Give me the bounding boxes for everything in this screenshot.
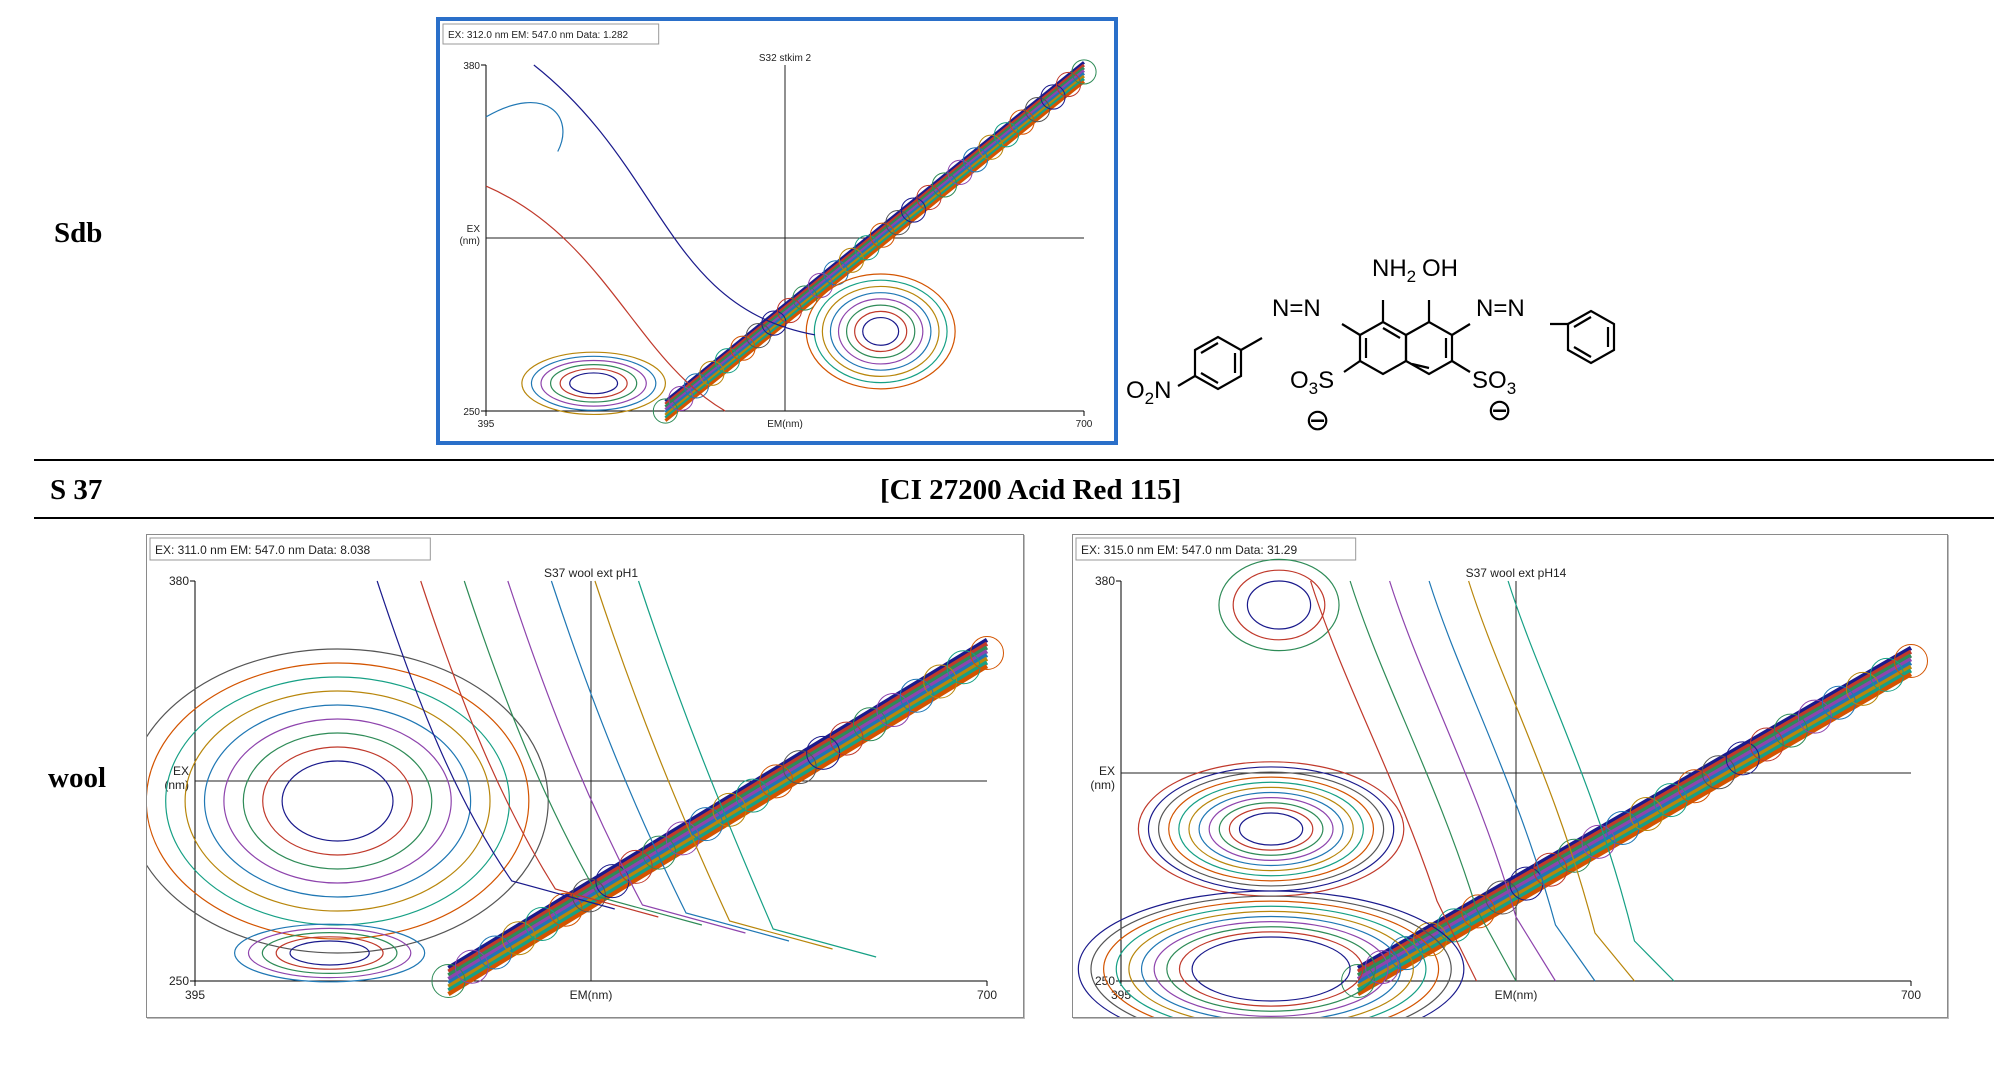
readout-box — [149, 537, 431, 561]
nitro-group: O2N — [1126, 377, 1171, 408]
plot-title: S32 stkim 2 — [759, 53, 812, 64]
contour-lines — [147, 580, 1004, 998]
x-tick-max: 700 — [1901, 988, 1921, 1002]
scatter-band — [431, 636, 1004, 998]
row-label-wool: wool — [48, 762, 106, 794]
y-tick-max: 380 — [463, 61, 480, 72]
readout-box — [1075, 537, 1357, 561]
chemical-structure-acid-red-115: N=N NH2 OH N=N O2N O3S SO3 ⊖ ⊖ — [1126, 255, 1616, 437]
crosshair — [195, 581, 987, 981]
crosshair — [486, 65, 1084, 411]
charge-minus-right: ⊖ — [1487, 394, 1512, 427]
amino-group: NH2 — [1372, 255, 1416, 286]
peak-contours-main — [805, 273, 956, 390]
dye-name-header: [CI 27200 Acid Red 115] — [880, 474, 1182, 506]
peak-contours-main — [1137, 761, 1405, 897]
y-axis-label: (nm) — [459, 236, 480, 247]
readout-box — [442, 23, 660, 45]
azo-group-left: N=N — [1272, 295, 1321, 322]
readout-text: EX: 311.0 nm EM: 547.0 nm Data: 8.038 — [155, 543, 371, 557]
eem-plot-sdb[interactable]: EX: 312.0 nm EM: 547.0 nm Data: 1.282 S32… — [436, 17, 1118, 445]
y-tick-min: 250 — [1095, 974, 1115, 988]
readout-text: EX: 312.0 nm EM: 547.0 nm Data: 1.282 — [448, 30, 629, 41]
y-axis-label: (nm) — [1090, 778, 1115, 792]
y-tick-min: 250 — [463, 407, 480, 418]
x-axis-label: EM(nm) — [1495, 988, 1538, 1002]
outer-contours — [485, 64, 816, 412]
structure-bonds — [1177, 300, 1616, 391]
x-axis-label: EM(nm) — [767, 419, 803, 430]
eem-plot-wool-ph1[interactable]: EX: 311.0 nm EM: 547.0 nm Data: 8.038 S37… — [146, 534, 1024, 1018]
peak-contours-main — [147, 648, 549, 954]
peak-contours-low — [1077, 890, 1465, 1017]
contour-lines — [485, 59, 1097, 424]
y-axis-label: EX — [467, 224, 481, 235]
crosshair — [1121, 581, 1911, 981]
outer-contours — [1310, 580, 1675, 982]
plot-title: S37 wool ext pH14 — [1466, 566, 1567, 580]
row-label-sdb: Sdb — [54, 217, 103, 249]
charge-minus-left: ⊖ — [1305, 404, 1330, 437]
y-tick-max: 380 — [169, 574, 189, 588]
azo-group-right: N=N — [1476, 295, 1525, 322]
x-tick-max: 700 — [1076, 419, 1093, 430]
x-axis-label: EM(nm) — [570, 988, 613, 1002]
sulfonate-right: SO3 — [1472, 367, 1516, 398]
x-tick-max: 700 — [977, 988, 997, 1002]
bottom-rule — [34, 517, 1994, 519]
contour-lines — [1077, 558, 1928, 1017]
scatter-band — [652, 59, 1097, 424]
peak-contours-low — [521, 351, 667, 416]
peak-contours-low — [233, 923, 426, 983]
top-rule — [34, 459, 1994, 461]
y-axis-label: EX — [173, 764, 189, 778]
x-tick-min: 395 — [185, 988, 205, 1002]
plot-title: S37 wool ext pH1 — [544, 566, 638, 580]
scatter-band — [1341, 644, 1928, 998]
hydroxyl-group: OH — [1422, 255, 1458, 282]
y-tick-max: 380 — [1095, 574, 1115, 588]
x-tick-min: 395 — [478, 419, 495, 430]
y-axis-label: EX — [1099, 764, 1115, 778]
peak-contours-top — [1218, 558, 1340, 652]
outer-contours — [376, 580, 877, 958]
y-axis-label: (nm) — [164, 778, 189, 792]
sulfonate-left: O3S — [1290, 367, 1334, 398]
y-tick-min: 250 — [169, 974, 189, 988]
row-label-s37: S 37 — [50, 474, 103, 506]
eem-plot-wool-ph14[interactable]: EX: 315.0 nm EM: 547.0 nm Data: 31.29 S37… — [1072, 534, 1948, 1018]
readout-text: EX: 315.0 nm EM: 547.0 nm Data: 31.29 — [1081, 543, 1297, 557]
